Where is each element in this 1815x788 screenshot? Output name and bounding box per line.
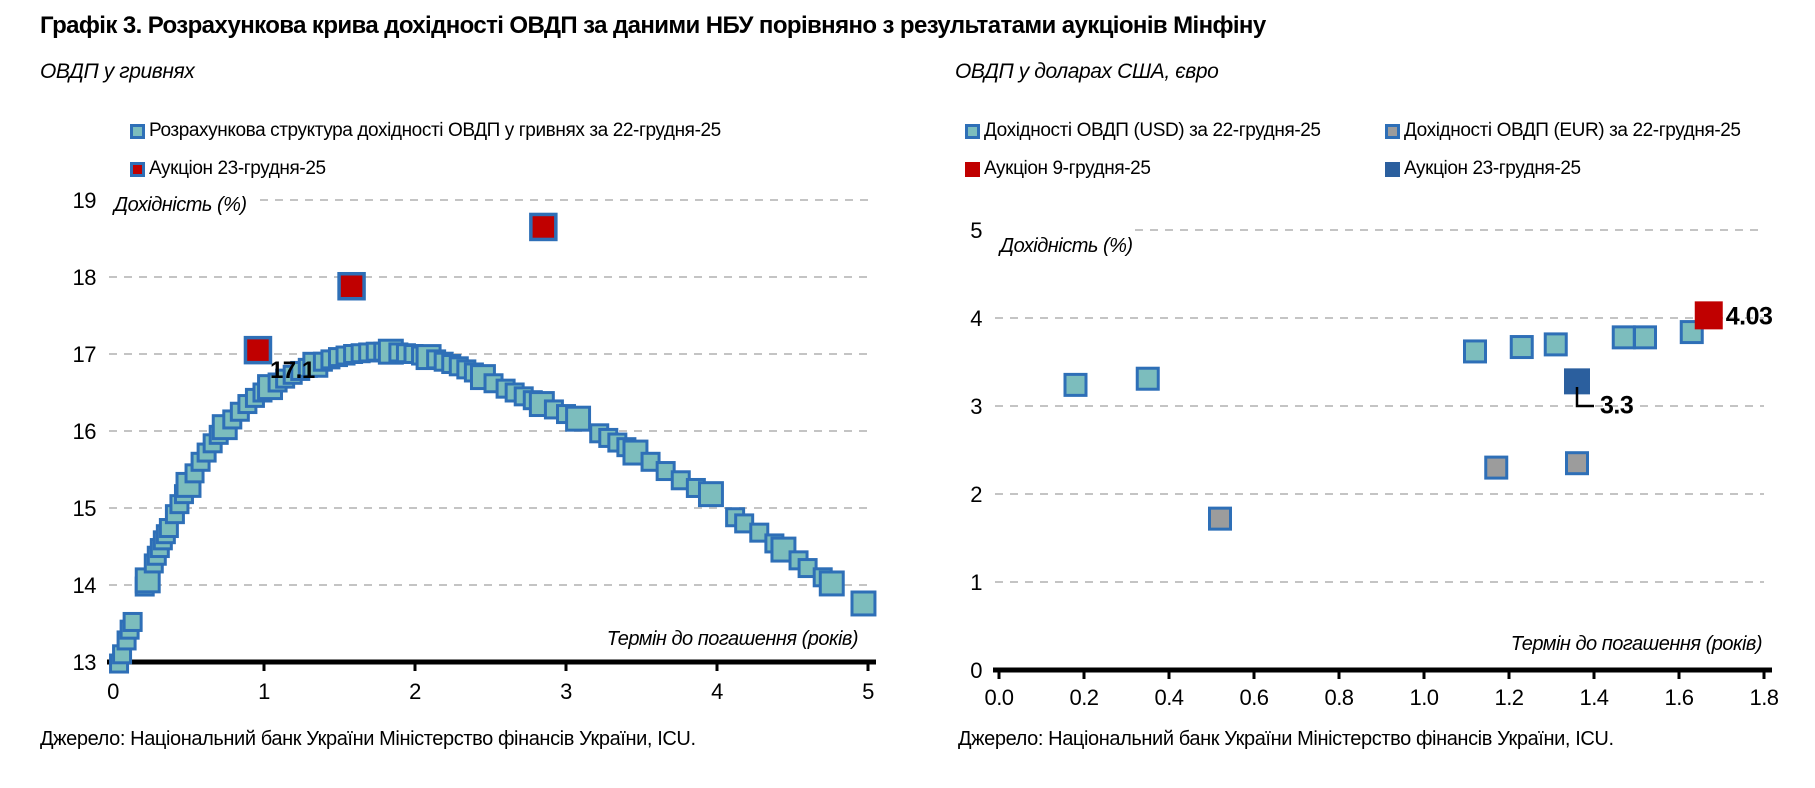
legend-label: Дохідності ОВДП (EUR) за 22-грудня-25: [1404, 120, 1741, 141]
data-label: 17.1: [270, 357, 315, 384]
data-point-series-0: [122, 611, 143, 632]
data-point-series-1: [337, 271, 366, 301]
legend-item-uah-curve: Розрахункова структура дохідності ОВДП у…: [130, 120, 721, 142]
uah-yield-curve-chart: 13 14 15 16 17 18 19 0 1 2 3 4 5 Дохідність (%) Термін…: [73, 188, 877, 704]
legend-label: Розрахункова структура дохідності ОВДП у…: [149, 120, 721, 141]
x-tick-label: 4: [711, 679, 723, 704]
x-tick-label: 0.0: [984, 685, 1013, 710]
y-tick-label: 13: [73, 650, 97, 675]
data-point-series-0: [818, 570, 845, 597]
y-tick-label: 3: [970, 394, 982, 419]
annotation-leader: [1575, 387, 1594, 408]
y-tick-label: 1: [970, 570, 982, 595]
x-tick-label: 3: [560, 679, 572, 704]
x-tick-label: 0.4: [1154, 685, 1183, 710]
x-tick-label: 1.2: [1494, 685, 1523, 710]
x-axis-title: Термін до погашення (років): [607, 628, 858, 650]
data-label: 4.03: [1726, 302, 1773, 330]
data-point-series-1: [243, 335, 273, 365]
x-tick-label: 5: [862, 679, 874, 704]
legend-item-auction-dec9: Аукціон 9-грудня-25: [965, 158, 1151, 180]
legend-label: Аукціон 9-грудня-25: [984, 158, 1151, 179]
data-point-series-1: [1484, 455, 1509, 480]
data-point-series-1: [1208, 506, 1232, 531]
data-point-series-2: [1694, 301, 1723, 330]
legend-item-auction-dec23: Аукціон 23-грудня-25: [1385, 158, 1581, 180]
figure-title: Графік 3. Розрахункова крива дохідності …: [40, 12, 1266, 39]
y-tick-label: 0: [970, 658, 982, 683]
x-tick-label: 1.6: [1664, 685, 1693, 710]
data-point-series-0: [1611, 325, 1636, 350]
uah-auction-swatch-icon: [130, 161, 145, 177]
x-tick-label: 1.4: [1579, 685, 1608, 710]
data-point-series-0: [1063, 372, 1088, 397]
data-point-series-1: [529, 212, 558, 242]
y-tick-label: 5: [970, 218, 982, 243]
x-tick-label: 0: [107, 679, 119, 704]
y-tick-label: 17: [73, 342, 97, 367]
y-tick-label: 4: [970, 306, 982, 331]
data-point-series-0: [850, 590, 877, 617]
y-axis-title: Дохідність (%): [112, 194, 247, 216]
legend-label: Дохідності ОВДП (USD) за 22-грудня-25: [984, 120, 1321, 141]
uah-curve-swatch-icon: [130, 123, 145, 139]
eur-swatch-icon: [1385, 123, 1400, 139]
x-axis-title: Термін до погашення (років): [1511, 633, 1762, 655]
left-chart-subtitle: ОВДП у гривнях: [40, 60, 195, 83]
y-tick-label: 15: [73, 496, 97, 521]
x-tick-label: 1: [258, 679, 270, 704]
legend-item-eur: Дохідності ОВДП (EUR) за 22-грудня-25: [1385, 120, 1741, 142]
y-tick-label: 18: [73, 265, 97, 290]
y-tick-label: 16: [73, 419, 97, 444]
data-point-series-0: [1463, 339, 1487, 364]
x-tick-label: 1.0: [1409, 685, 1438, 710]
auction-dec9-swatch-icon: [965, 161, 980, 177]
data-point-series-0: [697, 481, 724, 508]
x-tick-label: 0.8: [1324, 685, 1353, 710]
data-point-series-0: [565, 405, 592, 432]
data-point-series-0: [1543, 332, 1568, 357]
y-axis-title: Дохідність (%): [998, 235, 1133, 257]
y-tick-label: 14: [73, 573, 97, 598]
source-note-right: Джерело: Національний банк України Мініс…: [958, 728, 1614, 750]
data-point-series-0: [749, 522, 770, 543]
data-label: 3.3: [1600, 391, 1633, 419]
legend-label: Аукціон 23-грудня-25: [1404, 158, 1581, 179]
legend-item-uah-auction: Аукціон 23-грудня-25: [130, 158, 326, 180]
x-tick-label: 0.6: [1239, 685, 1268, 710]
auction-dec23-swatch-icon: [1385, 161, 1400, 177]
usd-swatch-icon: [965, 123, 980, 139]
y-tick-label: 19: [73, 188, 97, 213]
data-point-series-0: [1135, 366, 1160, 391]
legend-item-usd: Дохідності ОВДП (USD) за 22-грудня-25: [965, 120, 1321, 142]
data-point-series-0: [1633, 325, 1657, 350]
x-tick-label: 0.2: [1069, 685, 1098, 710]
legend-label: Аукціон 23-грудня-25: [149, 158, 326, 179]
x-tick-label: 1.8: [1749, 685, 1778, 710]
right-chart-subtitle: ОВДП у доларах США, євро: [955, 60, 1219, 83]
data-point-series-1: [1565, 451, 1589, 476]
y-tick-label: 2: [970, 482, 982, 507]
x-tick-label: 2: [409, 679, 421, 704]
source-note-left: Джерело: Національний банк України Мініс…: [40, 728, 696, 750]
fx-yield-chart: 0 1 2 3 4 5 0.0 0.2 0.4 0.6 0.8 1.0 1.2 1.4 1.6 1.8 Дохі…: [970, 218, 1779, 710]
data-point-series-0: [1509, 335, 1534, 360]
